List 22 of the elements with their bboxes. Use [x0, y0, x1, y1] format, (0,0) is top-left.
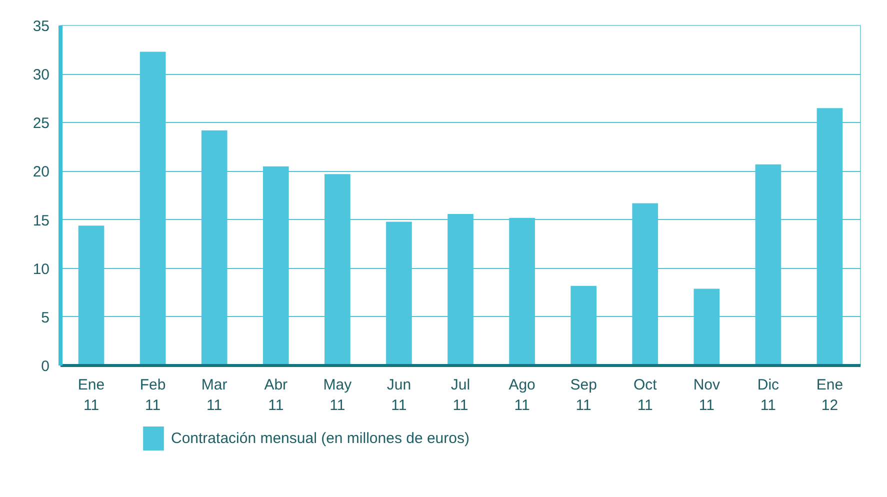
x-tick-label: Nov 11 — [693, 376, 720, 414]
y-tick-label: 20 — [32, 164, 50, 181]
x-tick-label: Dic 11 — [757, 376, 780, 414]
x-tick-label: Ago 11 — [508, 376, 536, 414]
x-tick-label: Jul 11 — [450, 376, 470, 414]
y-tick-label: 30 — [32, 66, 50, 84]
x-tick-label: Oct 11 — [633, 376, 658, 414]
x-tick-label: Ene 12 — [816, 376, 844, 414]
y-tick-label: 25 — [32, 115, 50, 132]
y-tick-label: 35 — [32, 18, 50, 35]
x-tick-label: Sep 11 — [570, 376, 597, 414]
x-tick-label: Ene 11 — [78, 376, 105, 414]
x-tick-label: Mar 11 — [201, 376, 228, 414]
y-tick-label: 5 — [41, 309, 50, 326]
x-tick-label: May 11 — [323, 376, 352, 414]
y-tick-label: 0 — [41, 358, 50, 375]
legend-label: Contratación mensual (en millones de euros) — [171, 430, 470, 446]
x-tick-label: Abr 11 — [264, 376, 288, 414]
x-tick-label: Feb 11 — [140, 376, 166, 414]
y-tick-label: 10 — [32, 260, 50, 278]
y-tick-label: 15 — [32, 212, 50, 230]
x-tick-label: Jun 11 — [386, 376, 412, 414]
